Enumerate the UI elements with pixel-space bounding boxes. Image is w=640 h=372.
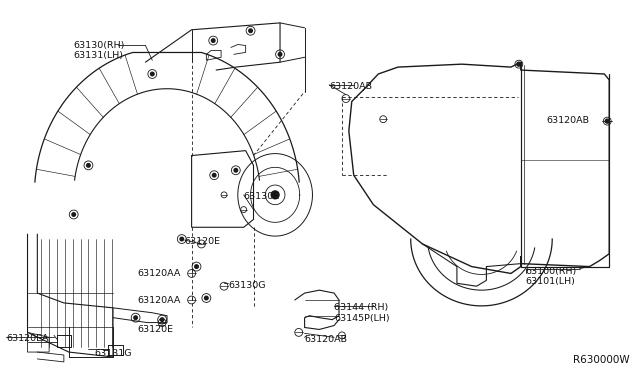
Text: 63120AA: 63120AA	[138, 296, 181, 305]
Text: 63120EA: 63120EA	[6, 334, 49, 343]
Circle shape	[517, 62, 521, 66]
Circle shape	[278, 52, 282, 56]
Text: R630000W: R630000W	[573, 355, 630, 365]
Circle shape	[72, 213, 76, 216]
Text: 63120E: 63120E	[185, 237, 221, 246]
Text: 63120AB: 63120AB	[305, 335, 348, 344]
Circle shape	[161, 318, 164, 321]
Circle shape	[134, 316, 138, 320]
Circle shape	[195, 265, 198, 268]
Circle shape	[205, 296, 208, 300]
Circle shape	[605, 119, 609, 123]
Text: 63120AB: 63120AB	[329, 82, 372, 91]
Text: 63120E: 63120E	[138, 324, 173, 334]
Text: 63120AB: 63120AB	[547, 116, 589, 125]
Circle shape	[234, 169, 237, 172]
Text: 63144 (RH): 63144 (RH)	[334, 303, 388, 312]
Circle shape	[249, 29, 252, 32]
Text: 63131G: 63131G	[94, 349, 132, 358]
Text: 63130E: 63130E	[244, 192, 280, 201]
Circle shape	[86, 164, 90, 167]
Text: 63130(RH): 63130(RH)	[74, 41, 125, 49]
Circle shape	[211, 39, 215, 42]
Circle shape	[271, 191, 279, 199]
Text: 63101(LH): 63101(LH)	[525, 278, 575, 286]
Text: 63130G: 63130G	[228, 281, 266, 290]
Circle shape	[212, 173, 216, 177]
Circle shape	[150, 72, 154, 76]
Circle shape	[180, 237, 184, 241]
Text: 63100(RH): 63100(RH)	[525, 267, 577, 276]
Text: 63131(LH): 63131(LH)	[74, 51, 124, 60]
Text: 63120AA: 63120AA	[138, 269, 181, 278]
Text: 63145P(LH): 63145P(LH)	[334, 314, 390, 323]
